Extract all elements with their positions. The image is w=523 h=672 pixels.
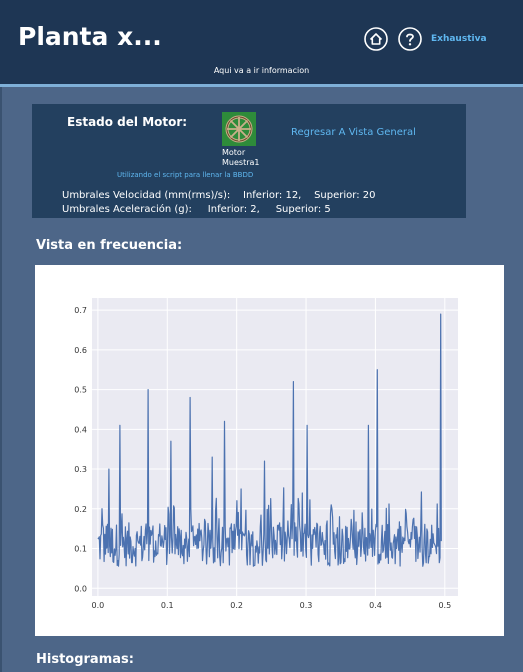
page-title: Planta x... — [18, 22, 162, 51]
x-tick-label: 0.0 — [92, 601, 105, 610]
velocity-inferior: Inferior: 12, — [243, 190, 302, 201]
back-to-overview-link[interactable]: Regresar A Vista General — [291, 127, 416, 138]
acceleration-superior: Superior: 5 — [275, 204, 331, 215]
help-icon — [398, 27, 422, 51]
y-tick-label: 0.6 — [74, 346, 87, 355]
velocity-thresholds: Umbrales Velocidad (mm(rms)/s): Inferior… — [62, 190, 375, 201]
motor-name: Motor Muestra1 — [222, 148, 259, 168]
histograms-section-title: Histogramas: — [36, 652, 134, 667]
help-button[interactable] — [398, 27, 422, 51]
x-tick-label: 0.1 — [161, 601, 174, 610]
wheel-icon — [222, 112, 256, 146]
home-icon — [364, 27, 388, 51]
script-note-link[interactable]: Utilizando el script para llenar la BBDD — [117, 171, 254, 179]
frequency-chart-svg: 0.0 0.1 0.2 0.3 0.4 0.5 0.0 0.1 0.2 0.3 0.4 0.5 0.6 0… — [74, 298, 458, 610]
x-tick-label: 0.4 — [369, 601, 382, 610]
motor-panel: Estado del Motor: Motor Muestra1 Regresa… — [32, 104, 466, 218]
exhaustiva-link[interactable]: Exhaustiva — [431, 34, 487, 44]
estado-motor-label: Estado del Motor: — [67, 115, 188, 129]
y-tick-label: 0.5 — [74, 386, 87, 395]
page-subtitle: Aqui va a ir informacion — [213, 66, 310, 75]
acceleration-label: Umbrales Aceleración (g): — [62, 204, 192, 215]
home-button[interactable] — [364, 27, 388, 51]
motor-button[interactable] — [222, 112, 256, 146]
x-tick-label: 0.5 — [438, 601, 451, 610]
header-bar — [0, 0, 523, 84]
y-tick-label: 0.2 — [74, 505, 87, 514]
y-tick-label: 0.3 — [74, 465, 87, 474]
x-tick-label: 0.2 — [230, 601, 243, 610]
motor-name-line1: Motor — [222, 148, 246, 157]
x-tick-label: 0.3 — [300, 601, 313, 610]
motor-name-line2: Muestra1 — [222, 158, 260, 167]
y-tick-label: 0.1 — [74, 545, 87, 554]
y-tick-label: 0.4 — [74, 425, 87, 434]
velocity-superior: Superior: 20 — [314, 190, 376, 201]
frequency-section-title: Vista en frecuencia: — [36, 238, 183, 253]
y-tick-label: 0.7 — [74, 306, 87, 315]
velocity-label: Umbrales Velocidad (mm(rms)/s): — [62, 190, 231, 201]
left-border — [0, 87, 2, 672]
series-line — [97, 313, 442, 567]
frequency-chart: 0.0 0.1 0.2 0.3 0.4 0.5 0.0 0.1 0.2 0.3 0.4 0.5 0.6 0… — [35, 265, 504, 636]
y-tick-label: 0.0 — [74, 584, 87, 593]
header-divider — [0, 84, 523, 87]
acceleration-thresholds: Umbrales Aceleración (g): Inferior: 2, S… — [62, 204, 331, 215]
acceleration-inferior: Inferior: 2, — [207, 204, 260, 215]
